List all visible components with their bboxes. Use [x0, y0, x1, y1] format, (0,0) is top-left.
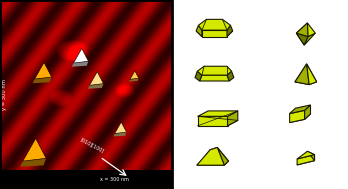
Polygon shape: [23, 138, 46, 161]
Polygon shape: [72, 61, 88, 67]
Polygon shape: [297, 151, 315, 165]
Polygon shape: [228, 111, 238, 126]
Polygon shape: [196, 25, 202, 36]
Polygon shape: [33, 77, 52, 83]
Polygon shape: [201, 147, 229, 161]
Text: x = 300 nm: x = 300 nm: [100, 177, 129, 182]
Polygon shape: [290, 114, 310, 122]
Polygon shape: [34, 62, 52, 79]
Polygon shape: [195, 71, 202, 81]
Polygon shape: [296, 23, 307, 45]
Polygon shape: [115, 122, 126, 134]
Polygon shape: [297, 151, 315, 159]
Polygon shape: [295, 64, 317, 82]
Polygon shape: [307, 151, 315, 161]
Polygon shape: [0, 170, 172, 189]
Polygon shape: [200, 75, 229, 81]
Polygon shape: [89, 72, 103, 85]
Polygon shape: [295, 82, 317, 85]
Polygon shape: [227, 25, 233, 36]
Polygon shape: [304, 105, 310, 119]
Text: [010][100]: [010][100]: [79, 137, 105, 154]
Polygon shape: [129, 78, 139, 81]
Polygon shape: [113, 132, 126, 136]
Polygon shape: [307, 23, 315, 37]
Polygon shape: [202, 30, 227, 36]
Polygon shape: [290, 110, 304, 122]
Polygon shape: [197, 147, 224, 165]
Polygon shape: [73, 49, 88, 63]
Text: y = 300 nm: y = 300 nm: [2, 79, 7, 110]
Polygon shape: [297, 155, 315, 165]
Polygon shape: [130, 71, 139, 79]
Polygon shape: [197, 161, 229, 165]
Polygon shape: [198, 116, 228, 126]
Polygon shape: [198, 111, 238, 116]
Polygon shape: [296, 23, 308, 37]
Polygon shape: [88, 84, 103, 89]
Polygon shape: [295, 64, 309, 85]
Polygon shape: [290, 105, 310, 114]
Polygon shape: [217, 147, 229, 165]
Polygon shape: [198, 19, 230, 30]
Polygon shape: [307, 64, 317, 85]
Polygon shape: [20, 158, 46, 167]
Polygon shape: [198, 120, 238, 126]
Polygon shape: [196, 31, 233, 36]
Polygon shape: [304, 33, 315, 45]
Polygon shape: [296, 33, 308, 45]
Polygon shape: [227, 71, 234, 81]
Polygon shape: [197, 66, 231, 75]
